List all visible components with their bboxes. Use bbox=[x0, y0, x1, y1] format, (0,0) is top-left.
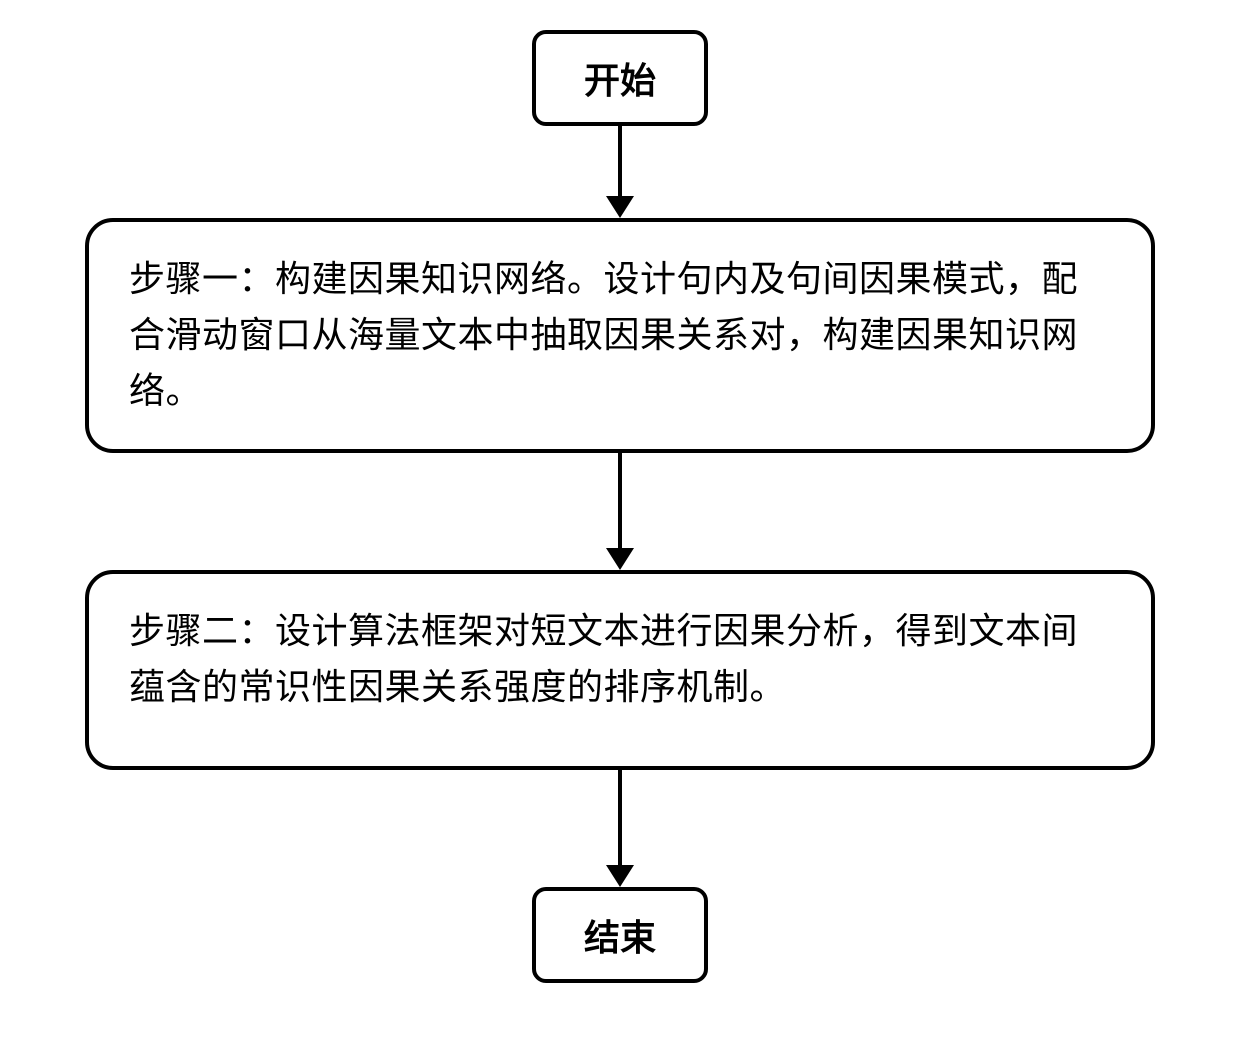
arrow-2 bbox=[606, 453, 634, 570]
start-label: 开始 bbox=[584, 61, 656, 101]
step1-node: 步骤一：构建因果知识网络。设计句内及句间因果模式，配合滑动窗口从海量文本中抽取因… bbox=[85, 218, 1155, 453]
step2-node: 步骤二：设计算法框架对短文本进行因果分析，得到文本间蕴含的常识性因果关系强度的排… bbox=[85, 570, 1155, 770]
arrow-1 bbox=[606, 126, 634, 218]
arrow-2-line bbox=[618, 453, 622, 548]
end-node: 结束 bbox=[532, 887, 708, 983]
arrow-1-line bbox=[618, 126, 622, 196]
arrow-3 bbox=[606, 770, 634, 887]
arrow-2-head bbox=[606, 548, 634, 570]
step2-label: 步骤二：设计算法框架对短文本进行因果分析，得到文本间蕴含的常识性因果关系强度的排… bbox=[129, 604, 1111, 716]
start-node: 开始 bbox=[532, 30, 708, 126]
arrow-3-line bbox=[618, 770, 622, 865]
arrow-1-head bbox=[606, 196, 634, 218]
end-label: 结束 bbox=[584, 918, 656, 958]
arrow-3-head bbox=[606, 865, 634, 887]
flowchart-container: 开始 步骤一：构建因果知识网络。设计句内及句间因果模式，配合滑动窗口从海量文本中… bbox=[0, 0, 1240, 983]
step1-label: 步骤一：构建因果知识网络。设计句内及句间因果模式，配合滑动窗口从海量文本中抽取因… bbox=[129, 252, 1111, 419]
